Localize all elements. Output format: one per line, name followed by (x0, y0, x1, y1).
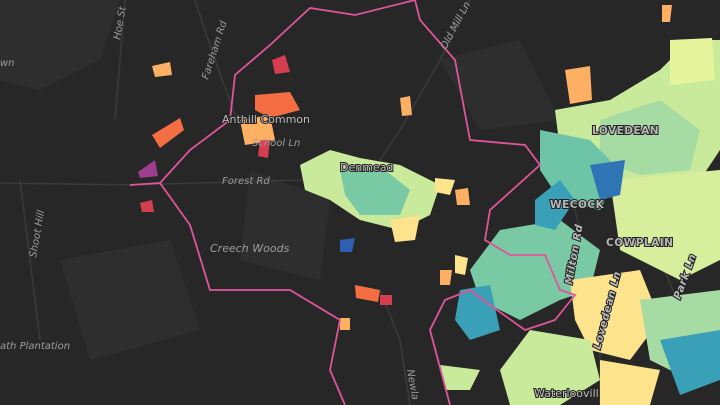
place-label: Waterloovill (534, 387, 599, 400)
road-label: Newla (404, 369, 420, 401)
choropleth-areas (138, 5, 720, 405)
road-label: Forest Rd (222, 176, 270, 187)
town-label: WECOCK (550, 199, 605, 211)
place-label: ath Plantation (0, 341, 70, 352)
terrain (0, 0, 560, 360)
place-label: wn (0, 58, 15, 69)
road-label: School Ln (252, 138, 300, 149)
boundary (129, 0, 577, 405)
town-label: COWPLAIN (606, 237, 673, 249)
place-label: Denmead (340, 161, 393, 174)
boundary (159, 182, 346, 405)
town-label: LOVEDEAN (592, 125, 659, 137)
place-label: Creech Woods (210, 242, 290, 255)
place-label: Anthill Common (222, 113, 310, 126)
